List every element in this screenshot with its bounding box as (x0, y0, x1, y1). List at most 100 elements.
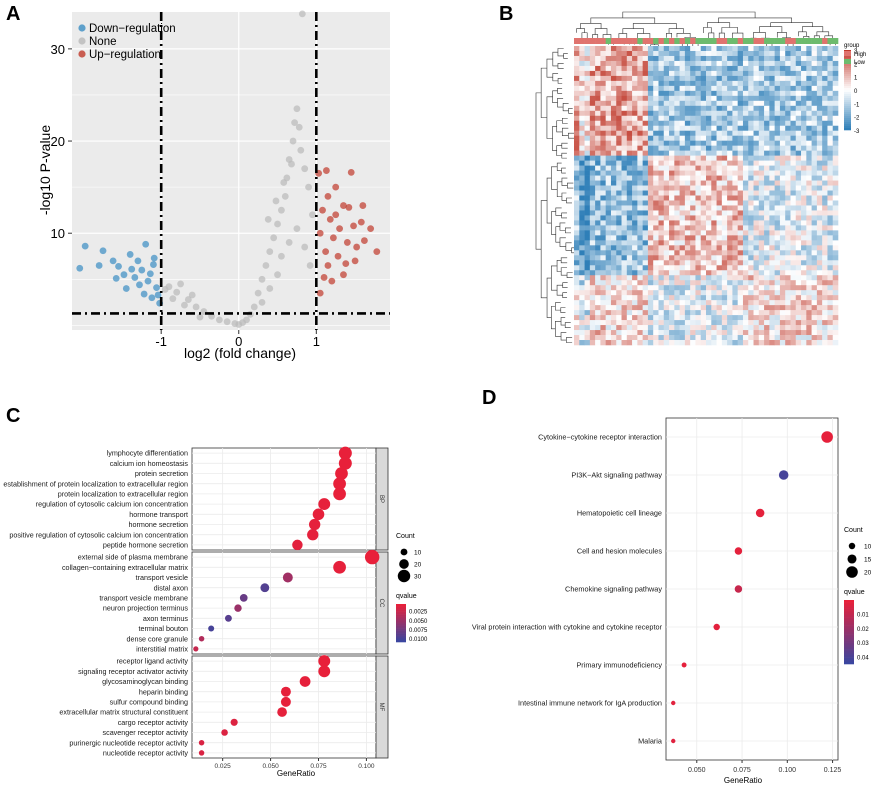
heatmap-cell (721, 320, 728, 326)
heatmap-cell (642, 200, 649, 206)
term-dot (309, 518, 321, 531)
term-dot (198, 750, 205, 756)
heatmap-cell (774, 305, 781, 311)
heatmap-cell (785, 325, 791, 331)
heatmap-cell (579, 265, 585, 271)
heatmap-cell (600, 75, 606, 82)
heatmap-cell (589, 270, 596, 276)
row-dendrogram-branch (556, 284, 563, 296)
heatmap-cell (827, 155, 834, 161)
heatmap-cell (816, 210, 823, 216)
heatmap-cell (616, 260, 622, 266)
x-tick-label: 0 (235, 334, 242, 349)
heatmap-cell (595, 130, 601, 136)
heatmap-cell (642, 175, 649, 181)
heatmap-cell (674, 135, 680, 141)
heatmap-cell (589, 260, 596, 266)
heatmap-cell (711, 60, 717, 67)
heatmap-cell (647, 85, 654, 92)
heatmap-cell (737, 135, 744, 141)
heatmap-cell (732, 315, 738, 321)
heatmap-cell (695, 80, 702, 87)
heatmap-cell (679, 300, 686, 306)
heatmap-cell (684, 65, 691, 72)
heatmap-cell (779, 165, 786, 171)
heatmap-cell (669, 170, 675, 176)
heatmap-cell (589, 290, 596, 296)
heatmap-cell (626, 250, 633, 256)
heatmap-cell (574, 165, 580, 171)
heatmap-cell (669, 160, 675, 166)
heatmap-cell (790, 290, 797, 296)
heatmap-cell (621, 165, 628, 171)
volcano-point (136, 281, 143, 289)
heatmap-cell (690, 200, 696, 206)
heatmap-cell (621, 160, 628, 166)
heatmap-cell (690, 60, 696, 67)
heatmap-cell (727, 275, 733, 281)
heatmap-cell (721, 75, 728, 82)
heatmap-cell (764, 60, 770, 67)
heatmap-cell (774, 250, 781, 256)
heatmap-cell (695, 280, 702, 286)
heatmap-cell (595, 290, 601, 296)
row-dendrogram-branch (562, 103, 569, 112)
heatmap-cell (663, 175, 670, 181)
heatmap-cell (753, 46, 760, 52)
heatmap-cell (721, 110, 728, 117)
facet-strip (375, 551, 389, 655)
heatmap-cell (758, 140, 765, 146)
column-dendrogram-branch (816, 31, 830, 36)
heatmap-cell (827, 135, 834, 141)
volcano-point (280, 179, 288, 186)
heatmap-cell (653, 255, 659, 261)
heatmap-cell (605, 225, 612, 231)
heatmap-cell (647, 145, 654, 151)
heatmap-cell (653, 90, 659, 97)
column-dendrogram-branch (590, 17, 656, 24)
heatmap-cell (663, 135, 670, 141)
row-dendrogram-branch (552, 90, 558, 103)
heatmap-cell (779, 80, 786, 87)
heatmap-cell (790, 220, 797, 226)
group-annotation-cell (832, 38, 839, 44)
heatmap-cell (637, 125, 643, 132)
heatmap-cell (748, 305, 754, 311)
heatmap-cell (642, 280, 649, 286)
heatmap-cell (806, 115, 812, 122)
heatmap-cell (700, 340, 707, 346)
heatmap-cell (679, 55, 686, 62)
heatmap-cell (721, 135, 728, 141)
heatmap-cell (811, 160, 818, 166)
color-legend-step (396, 625, 406, 628)
heatmap-cell (790, 125, 797, 132)
heatmap-cell (721, 90, 728, 97)
heatmap-cell (632, 165, 638, 171)
heatmap-cell (584, 210, 591, 216)
heatmap-cell (822, 200, 828, 206)
heatmap-cell (674, 295, 680, 301)
term-label: PI3K−Akt signaling pathway (571, 471, 662, 480)
heatmap-cell (653, 65, 659, 72)
heatmap-cell (822, 335, 828, 341)
heatmap-cell (695, 200, 702, 206)
heatmap-cell (832, 265, 839, 271)
heatmap-cell (711, 65, 717, 72)
heatmap-cell (795, 260, 802, 266)
heatmap-cell (779, 145, 786, 151)
heatmap-cell (764, 190, 770, 196)
heatmap-cell (816, 95, 823, 102)
heatmap-cell (690, 205, 696, 211)
heatmap-cell (574, 250, 580, 256)
color-legend-step (844, 638, 854, 641)
heatmap-cell (742, 70, 749, 77)
heatmap-cell (695, 230, 702, 236)
heatmap-cell (674, 110, 680, 117)
heatmap-cell (605, 295, 612, 301)
heatmap-cell (610, 205, 617, 211)
heatmap-cell (769, 225, 775, 231)
volcano-point (367, 225, 375, 233)
heatmap-cell (621, 245, 628, 251)
heatmap-cell (769, 200, 775, 206)
heatmap-cell (584, 335, 591, 341)
